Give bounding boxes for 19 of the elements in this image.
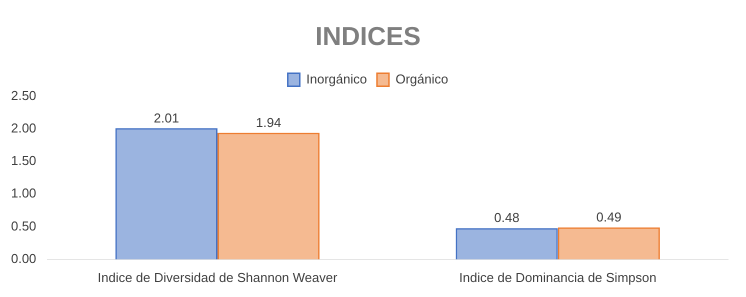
y-tick-label: 0.50 — [10, 218, 36, 234]
y-tick-label: 0.00 — [10, 250, 36, 266]
data-label: 0.49 — [596, 209, 622, 224]
y-tick-label: 1.00 — [10, 186, 36, 201]
legend-label: Inorgánico — [306, 71, 367, 86]
x-tick-label: Indice de Dominancia de Simpson — [459, 270, 656, 285]
data-label: 0.48 — [494, 210, 520, 226]
legend-label: Orgánico — [395, 71, 448, 86]
y-tick-label: 2.00 — [10, 120, 36, 136]
bar — [115, 128, 218, 260]
bar — [456, 228, 558, 260]
y-tick-label: 2.50 — [10, 88, 36, 103]
bar — [217, 132, 320, 260]
bar — [558, 227, 660, 260]
data-label: 1.94 — [256, 114, 282, 130]
chart-title: INDICES — [315, 20, 421, 51]
x-tick-label: Indice de Diversidad de Shannon Weaver — [98, 270, 338, 285]
y-tick-label: 1.50 — [10, 153, 36, 168]
data-label: 2.01 — [154, 110, 180, 126]
